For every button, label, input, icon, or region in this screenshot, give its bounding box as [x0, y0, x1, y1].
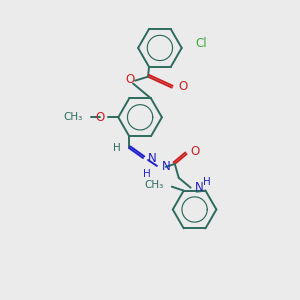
Text: CH₃: CH₃: [63, 112, 82, 122]
Text: H: H: [202, 177, 210, 187]
Text: O: O: [190, 145, 200, 158]
Text: H: H: [112, 143, 120, 153]
Text: O: O: [179, 80, 188, 93]
Text: CH₃: CH₃: [145, 180, 164, 190]
Text: O: O: [95, 111, 104, 124]
Text: O: O: [126, 73, 135, 86]
Text: N: N: [162, 160, 171, 173]
Text: Cl: Cl: [196, 38, 207, 50]
Text: N: N: [148, 152, 157, 166]
Text: N: N: [195, 181, 203, 194]
Text: H: H: [143, 169, 151, 179]
